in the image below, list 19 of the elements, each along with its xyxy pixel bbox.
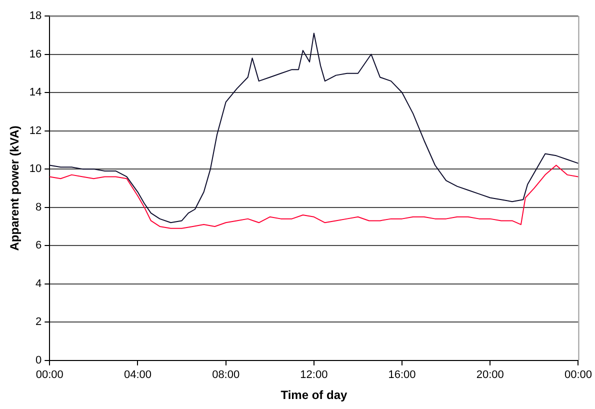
- y-tick-label: 14: [29, 86, 42, 99]
- y-tick-label: 2: [36, 316, 42, 328]
- y-tick-label: 16: [29, 48, 42, 60]
- x-tick-label: 08:00: [212, 369, 240, 382]
- x-tick-label: 00:00: [564, 369, 592, 382]
- y-axis-title: Apparent power (kVA): [8, 126, 22, 251]
- y-tick-label: 8: [36, 201, 42, 214]
- x-tick-label: 12:00: [300, 369, 328, 382]
- x-tick-label: 16:00: [388, 369, 416, 382]
- y-tick-label: 4: [36, 278, 42, 290]
- x-tick-label: 04:00: [124, 369, 152, 382]
- y-tick-label: 18: [29, 10, 42, 22]
- x-axis-title: Time of day: [280, 388, 348, 402]
- x-tick-label: 20:00: [476, 369, 504, 382]
- y-tick-label: 0: [36, 354, 42, 366]
- y-tick-label: 10: [29, 163, 42, 176]
- x-tick-label: 00:00: [36, 369, 64, 382]
- y-tick-label: 12: [29, 124, 42, 137]
- y-tick-label: 6: [36, 240, 42, 252]
